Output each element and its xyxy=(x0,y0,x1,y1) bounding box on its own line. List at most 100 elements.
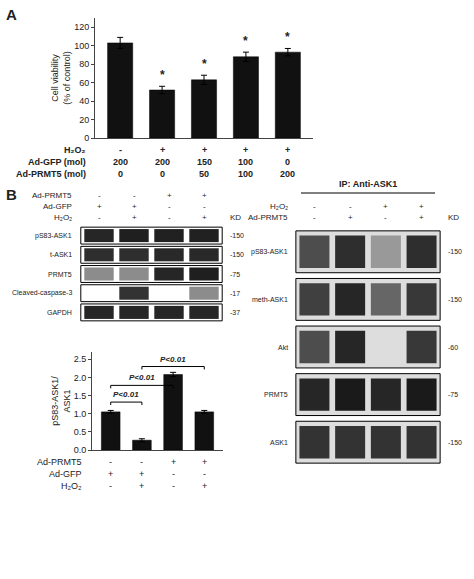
svg-text:P<0.01: P<0.01 xyxy=(113,390,139,399)
svg-text:Cell viability(% of control): Cell viability(% of control) xyxy=(50,51,72,105)
svg-text:+: + xyxy=(243,145,248,155)
svg-text:0: 0 xyxy=(118,169,123,179)
svg-text:20: 20 xyxy=(79,115,89,125)
svg-text:1.5: 1.5 xyxy=(74,391,87,401)
svg-text:+: + xyxy=(285,145,290,155)
svg-text:+: + xyxy=(139,481,144,491)
svg-text:PRMT5: PRMT5 xyxy=(264,391,288,398)
svg-text:-37: -37 xyxy=(230,309,240,316)
svg-text:P<0.01: P<0.01 xyxy=(129,373,155,382)
svg-text:+: + xyxy=(202,213,207,222)
svg-text:-: - xyxy=(140,457,143,467)
svg-text:0: 0 xyxy=(160,169,165,179)
svg-text:-150: -150 xyxy=(230,232,244,239)
svg-text:2.0: 2.0 xyxy=(74,373,87,383)
svg-text:-: - xyxy=(172,469,175,479)
svg-text:+: + xyxy=(160,145,165,155)
svg-text:200: 200 xyxy=(280,169,295,179)
svg-text:+: + xyxy=(348,213,353,222)
svg-text:-: - xyxy=(349,202,352,211)
svg-text:+: + xyxy=(139,469,144,479)
svg-text:0: 0 xyxy=(84,133,89,143)
svg-text:+: + xyxy=(383,202,388,211)
svg-text:Ad-PRMT5: Ad-PRMT5 xyxy=(248,213,288,222)
svg-text:+: + xyxy=(108,469,113,479)
svg-text:Ad-GFP: Ad-GFP xyxy=(43,202,72,211)
svg-text:-: - xyxy=(172,481,175,491)
svg-text:-150: -150 xyxy=(448,439,462,446)
svg-text:0.0: 0.0 xyxy=(74,445,87,455)
svg-text:150: 150 xyxy=(197,157,212,167)
svg-text:40: 40 xyxy=(79,96,89,106)
svg-text:-: - xyxy=(168,213,171,222)
svg-text:KD: KD xyxy=(448,213,459,222)
svg-text:-: - xyxy=(98,213,101,222)
svg-text:60: 60 xyxy=(79,78,89,88)
svg-text:t-ASK1: t-ASK1 xyxy=(50,251,72,258)
svg-text:IP: Anti-ASK1: IP: Anti-ASK1 xyxy=(339,179,397,189)
svg-text:-: - xyxy=(203,469,206,479)
svg-text:ASK1: ASK1 xyxy=(270,439,288,446)
svg-text:Ad-PRMT5: Ad-PRMT5 xyxy=(37,457,82,467)
svg-text:pS83-ASK1/ASK1: pS83-ASK1/ASK1 xyxy=(50,376,72,426)
svg-text:80: 80 xyxy=(79,59,89,69)
svg-text:-75: -75 xyxy=(230,271,240,278)
svg-text:100: 100 xyxy=(238,169,253,179)
svg-text:-150: -150 xyxy=(230,251,244,258)
svg-text:-60: -60 xyxy=(448,344,458,351)
svg-text:-: - xyxy=(119,145,122,155)
svg-text:Ad-GFP (mol): Ad-GFP (mol) xyxy=(28,157,86,167)
svg-text:+: + xyxy=(97,202,102,211)
svg-text:Ad-PRMT5 (mol): Ad-PRMT5 (mol) xyxy=(16,169,86,179)
svg-text:-: - xyxy=(133,191,136,200)
svg-text:+: + xyxy=(202,457,207,467)
svg-text:meth-ASK1: meth-ASK1 xyxy=(252,296,288,303)
svg-text:*: * xyxy=(202,57,207,71)
svg-text:+: + xyxy=(419,213,424,222)
svg-text:+: + xyxy=(132,202,137,211)
svg-text:Cleaved-caspase-3: Cleaved-caspase-3 xyxy=(12,289,72,297)
svg-text:-150: -150 xyxy=(448,296,462,303)
svg-text:GAPDH: GAPDH xyxy=(47,309,72,316)
svg-text:H₂O₂: H₂O₂ xyxy=(270,202,288,211)
svg-text:+: + xyxy=(132,213,137,222)
svg-text:100: 100 xyxy=(74,41,89,51)
svg-text:200: 200 xyxy=(113,157,128,167)
svg-text:+: + xyxy=(202,145,207,155)
svg-text:-: - xyxy=(203,202,206,211)
svg-text:-: - xyxy=(313,202,316,211)
svg-text:50: 50 xyxy=(199,169,209,179)
svg-text:+: + xyxy=(171,457,176,467)
svg-text:H₂O₂: H₂O₂ xyxy=(54,213,72,222)
svg-text:+: + xyxy=(202,481,207,491)
svg-text:0.5: 0.5 xyxy=(74,427,87,437)
svg-text:B: B xyxy=(6,186,17,203)
svg-text:+: + xyxy=(167,191,172,200)
svg-text:-: - xyxy=(98,191,101,200)
svg-text:200: 200 xyxy=(155,157,170,167)
svg-text:*: * xyxy=(160,68,165,82)
svg-text:pS83-ASK1: pS83-ASK1 xyxy=(35,232,72,240)
svg-text:2.5: 2.5 xyxy=(74,354,87,364)
svg-text:P<0.01: P<0.01 xyxy=(160,355,186,364)
svg-text:0: 0 xyxy=(285,157,290,167)
svg-text:-17: -17 xyxy=(230,290,240,297)
svg-text:pS83-ASK1: pS83-ASK1 xyxy=(251,248,288,256)
svg-text:-: - xyxy=(109,481,112,491)
svg-text:-75: -75 xyxy=(448,391,458,398)
svg-text:120: 120 xyxy=(74,22,89,32)
svg-text:Akt: Akt xyxy=(278,344,288,351)
svg-text:H₂O₂: H₂O₂ xyxy=(61,481,82,491)
svg-text:A: A xyxy=(6,6,17,23)
svg-text:-: - xyxy=(313,213,316,222)
svg-text:Ad-PRMT5: Ad-PRMT5 xyxy=(32,191,72,200)
svg-text:KD: KD xyxy=(230,213,241,222)
svg-text:H₂O₂: H₂O₂ xyxy=(64,145,86,155)
svg-text:Ad-GFP: Ad-GFP xyxy=(49,469,82,479)
svg-text:-: - xyxy=(109,457,112,467)
svg-text:PRMT5: PRMT5 xyxy=(48,271,72,278)
svg-text:-150: -150 xyxy=(448,248,462,255)
svg-text:*: * xyxy=(285,30,290,44)
svg-text:1.0: 1.0 xyxy=(74,409,87,419)
svg-text:100: 100 xyxy=(238,157,253,167)
